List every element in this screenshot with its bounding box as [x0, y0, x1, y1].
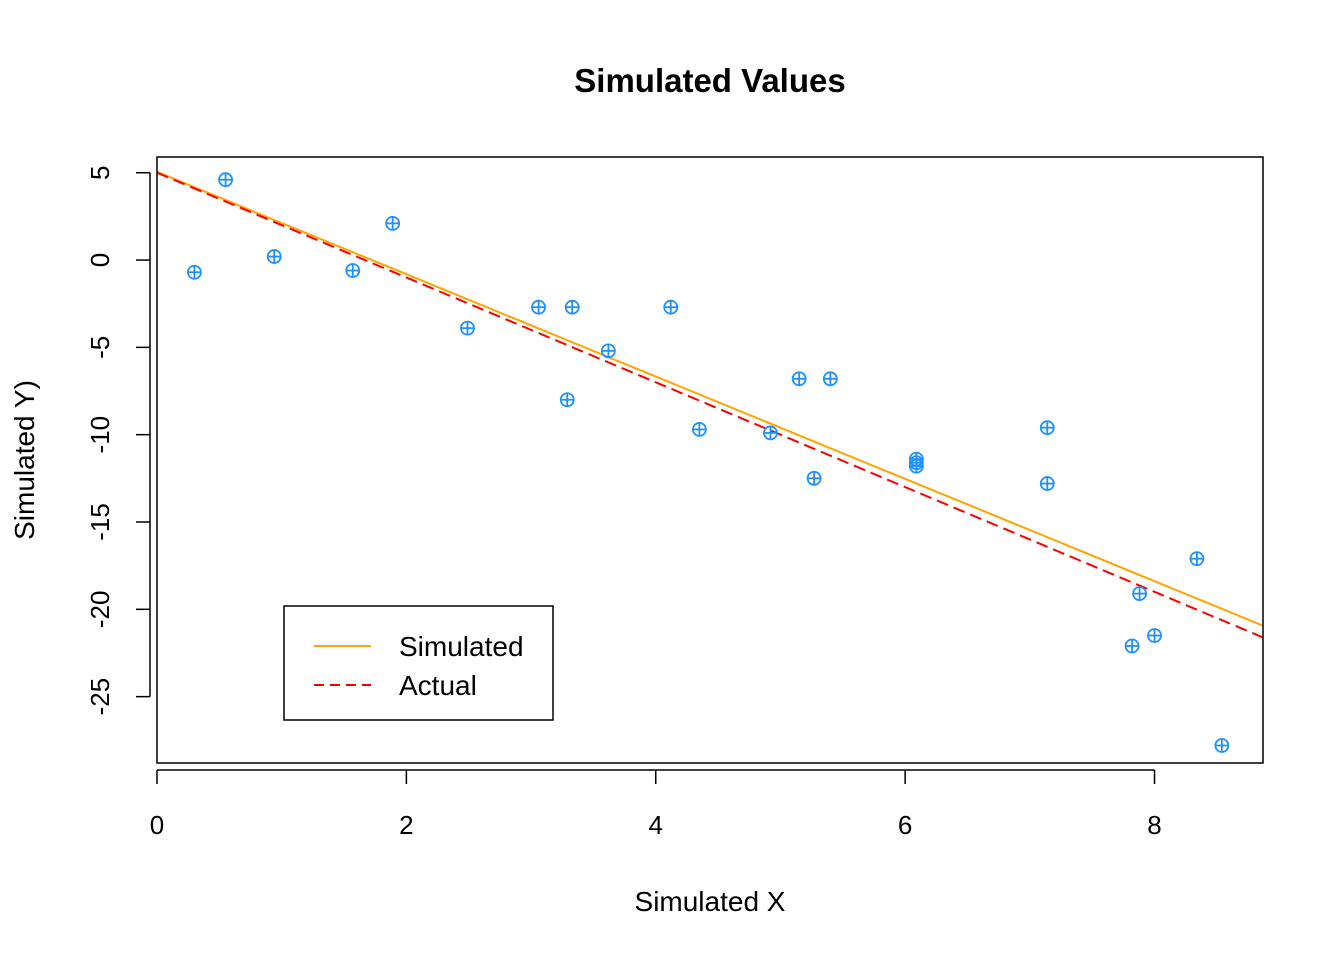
x-tick-label: 2 — [399, 810, 413, 840]
data-point — [345, 263, 361, 278]
data-point — [564, 299, 580, 315]
x-tick-label: 8 — [1147, 810, 1161, 840]
data-point — [763, 425, 778, 441]
data-point — [531, 299, 546, 315]
data-point — [908, 458, 924, 474]
data-point — [266, 249, 282, 264]
x-axis: 0 2 4 6 8 — [150, 769, 1162, 840]
legend-box — [283, 605, 554, 721]
fit-lines — [157, 170, 1263, 639]
data-point — [559, 392, 575, 408]
plot-frame — [156, 156, 1264, 764]
scatter-points — [187, 172, 1230, 753]
y-tick-label: 0 — [85, 253, 115, 267]
y-tick-label: -15 — [85, 503, 115, 541]
data-point — [218, 172, 233, 188]
y-tick-label: -20 — [85, 591, 115, 629]
data-point — [692, 422, 707, 437]
data-point — [1214, 738, 1230, 753]
legend: Simulated Actual — [283, 605, 554, 721]
data-point — [791, 371, 807, 387]
data-point — [1039, 420, 1055, 436]
x-tick-label: 0 — [150, 810, 164, 840]
y-axis-label: Simulated Y) — [9, 380, 40, 540]
data-point — [1189, 551, 1205, 567]
legend-label-simulated: Simulated — [399, 631, 524, 662]
data-point — [460, 320, 475, 336]
data-point — [806, 470, 822, 486]
data-point — [1132, 586, 1147, 601]
y-axis: 5 0 -5 -10 -15 -20 -25 — [85, 165, 151, 716]
legend-label-actual: Actual — [399, 670, 477, 701]
y-tick-label: -25 — [85, 678, 115, 716]
data-point — [187, 264, 202, 280]
x-axis-label: Simulated X — [635, 886, 786, 917]
x-tick-label: 6 — [898, 810, 912, 840]
x-tick-label: 4 — [649, 810, 663, 840]
data-point — [385, 215, 401, 231]
data-point — [822, 371, 838, 387]
y-tick-label: -10 — [85, 416, 115, 454]
data-point — [1124, 638, 1140, 654]
data-point — [1039, 476, 1055, 491]
fit-line-simulated — [157, 170, 1263, 627]
data-point — [600, 343, 616, 359]
data-point — [1147, 628, 1162, 643]
y-tick-label: 5 — [85, 165, 115, 179]
chart-title: Simulated Values — [574, 62, 845, 99]
fit-line-actual — [157, 171, 1263, 639]
data-point — [663, 299, 679, 315]
y-tick-label: -5 — [85, 336, 115, 359]
